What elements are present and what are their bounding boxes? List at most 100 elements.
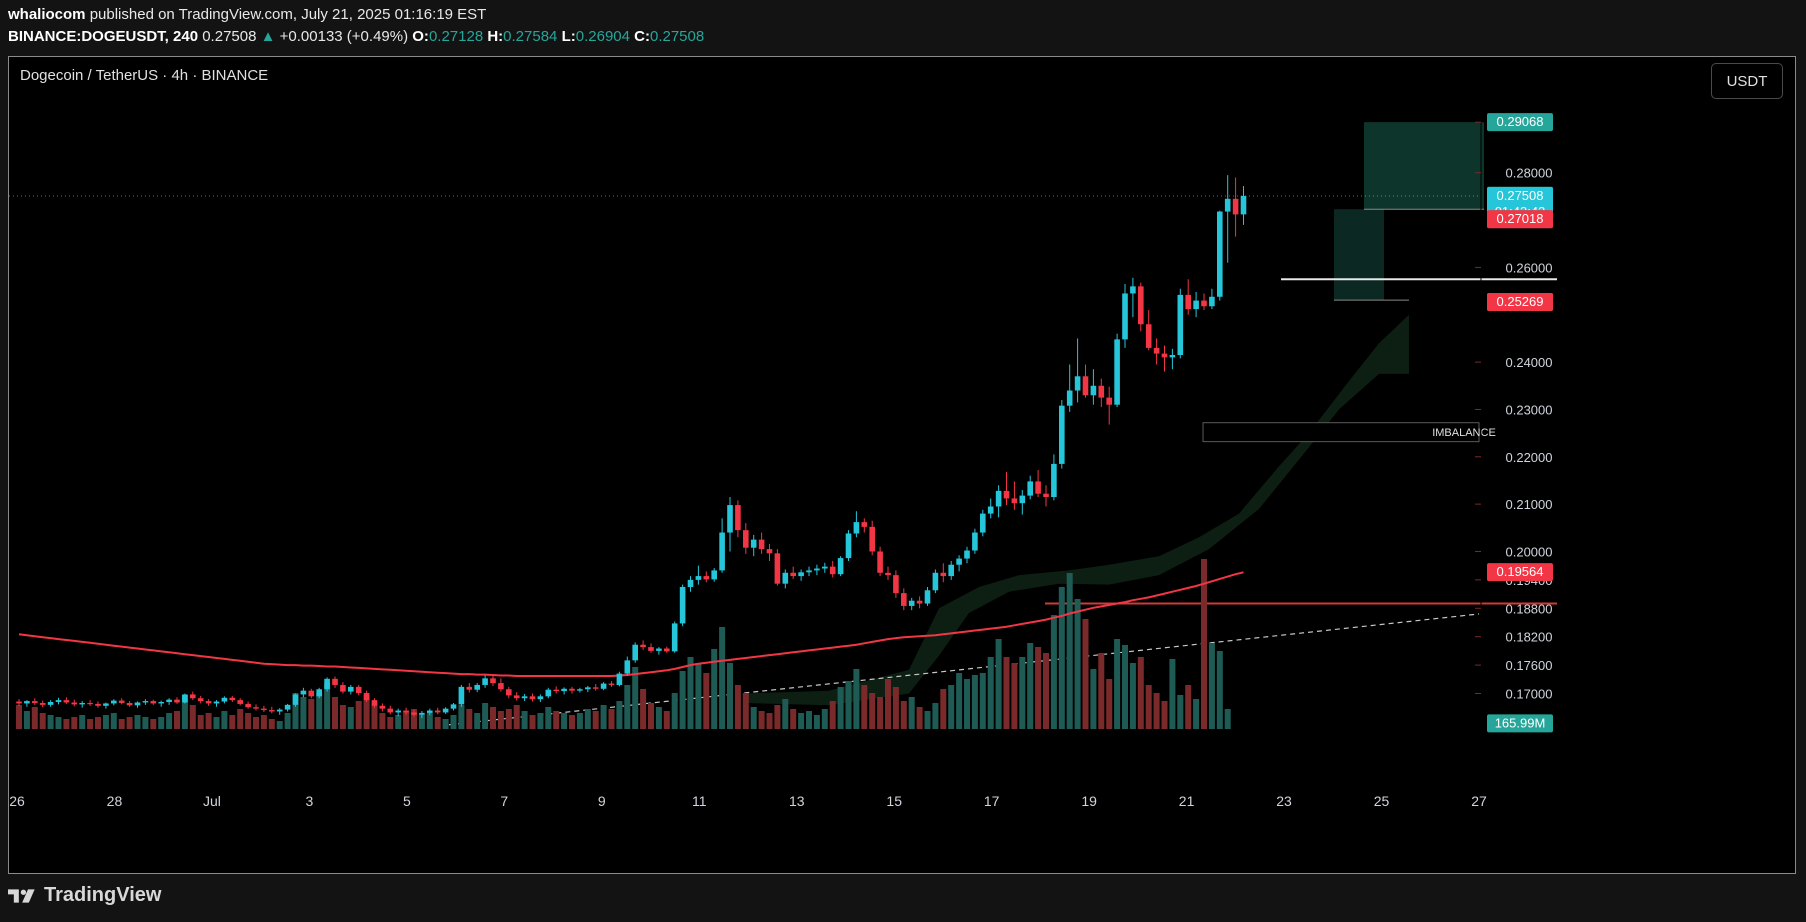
candle-body — [348, 686, 354, 692]
volume-bar — [640, 689, 647, 729]
candle-body — [980, 513, 986, 533]
close-label: C: — [634, 28, 650, 45]
chart-frame[interactable]: IMBALANCE 0.29068 0.28000 0.26000 0.24000 0.2… — [8, 56, 1796, 874]
candle-body — [877, 551, 883, 573]
candle-body — [1027, 481, 1033, 496]
candle-body — [853, 522, 860, 534]
volume-bar — [205, 713, 212, 729]
author-name[interactable]: whaliocom — [8, 6, 86, 23]
candle-body — [450, 704, 457, 709]
volume-bar — [774, 705, 781, 729]
volume-bar — [648, 703, 654, 729]
candle-body — [664, 648, 670, 652]
candle-body — [324, 678, 330, 690]
y-tick-label: 0.20000 — [1506, 544, 1553, 559]
x-tick-label: 9 — [598, 793, 606, 809]
candle-body — [55, 700, 62, 703]
volume-bar — [245, 713, 252, 729]
candle-body — [39, 702, 46, 705]
volume-bar — [118, 719, 125, 729]
candle-body — [972, 532, 978, 551]
candle-body — [253, 707, 259, 709]
candle-body — [624, 660, 631, 674]
volume-bar — [23, 711, 30, 729]
candle-body — [1019, 495, 1026, 504]
candle-body — [237, 700, 243, 704]
low-label: L: — [561, 28, 576, 45]
candle-body — [1217, 211, 1223, 297]
close-value: 0.27508 — [649, 28, 705, 45]
candle-body — [490, 678, 496, 684]
volume-bar — [1090, 669, 1097, 729]
y-tick-label: 0.22000 — [1506, 450, 1553, 465]
volume-bar — [134, 715, 141, 729]
x-tick-label: 23 — [1276, 793, 1292, 809]
candle-body — [711, 570, 717, 580]
volume-bar — [995, 639, 1002, 729]
volume-bar — [1153, 693, 1160, 729]
volume-bar — [885, 679, 891, 729]
high-value: 0.27584 — [503, 28, 558, 45]
candle-body — [553, 689, 559, 692]
volume-bar — [529, 715, 536, 729]
low-value: 0.26904 — [575, 28, 630, 45]
volume-bar — [31, 707, 38, 729]
volume-bar — [829, 701, 836, 729]
candle-body — [924, 590, 931, 604]
volume-bar — [1185, 685, 1192, 729]
candle-body — [640, 644, 646, 648]
volume-bar — [1177, 695, 1184, 729]
candle-body — [798, 572, 804, 577]
volume-bar — [316, 693, 323, 729]
volume-bar — [1035, 647, 1042, 729]
volume-bar — [174, 711, 180, 729]
candle-body — [166, 699, 172, 703]
volume-bar — [95, 717, 101, 729]
price-chart[interactable]: IMBALANCE 0.29068 0.28000 0.26000 0.24000 0.2… — [9, 57, 1795, 873]
volume-bar — [632, 667, 639, 729]
x-tick-label: 19 — [1081, 793, 1097, 809]
candle-body — [482, 678, 488, 685]
volume-bar — [197, 715, 204, 729]
candle-body — [1138, 286, 1144, 325]
volume-bar — [584, 709, 591, 729]
volume-bar — [387, 717, 394, 729]
volume-bar — [355, 701, 362, 729]
volume-bar — [790, 709, 797, 729]
volume-bar — [1043, 653, 1049, 729]
candle-body — [174, 699, 180, 703]
volume-bar — [727, 663, 733, 729]
candle-body — [87, 702, 93, 705]
volume-bar — [395, 715, 402, 729]
volume-bar — [434, 717, 441, 729]
candle-body — [782, 572, 789, 584]
volume-bar — [55, 717, 62, 729]
y-tick-label: 0.18200 — [1506, 630, 1553, 645]
candle-body — [16, 701, 22, 704]
candle-body — [269, 710, 275, 712]
volume-bar — [877, 697, 884, 729]
moving-average-line — [18, 571, 1244, 677]
y-tick-label: 0.18800 — [1506, 601, 1553, 616]
volume-bar — [782, 699, 789, 729]
volume-bar — [964, 679, 970, 729]
candle-body — [1240, 195, 1247, 215]
candle-body — [703, 576, 710, 580]
volume-bar — [592, 711, 599, 729]
candle-body — [766, 549, 773, 554]
volume-bar — [87, 719, 94, 729]
volume-bar — [411, 709, 417, 729]
volume-bar — [505, 709, 512, 729]
publish-info: whaliocom published on TradingView.com, … — [8, 6, 486, 23]
candle-body — [1059, 405, 1065, 464]
tradingview-footer[interactable]: TradingView — [8, 884, 161, 907]
currency-button[interactable]: USDT — [1711, 63, 1783, 99]
candle-body — [829, 566, 836, 575]
candle-body — [577, 689, 583, 691]
candle-body — [916, 600, 923, 604]
volume-bar — [758, 711, 765, 729]
volume-bar — [142, 717, 149, 729]
candle-body — [379, 705, 386, 709]
volume-bar — [1106, 679, 1113, 729]
candle-body — [1082, 376, 1089, 396]
